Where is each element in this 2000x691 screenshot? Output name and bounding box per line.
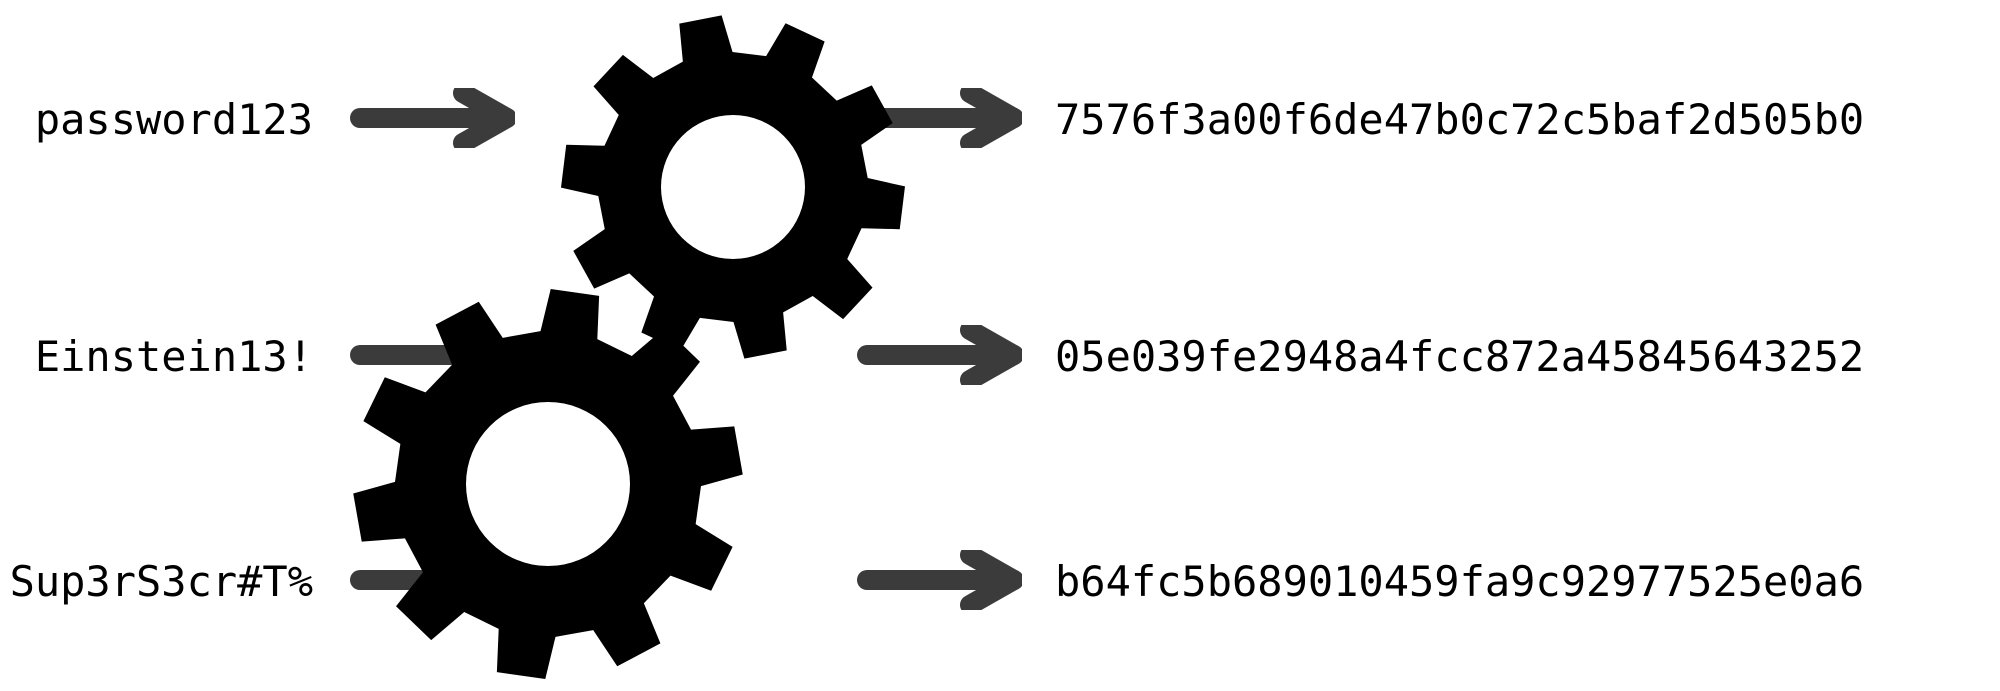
gears-icon (0, 0, 2000, 691)
hash-diagram: password123 7576f3a00f6de47b0c72c5baf2d5… (0, 0, 2000, 691)
